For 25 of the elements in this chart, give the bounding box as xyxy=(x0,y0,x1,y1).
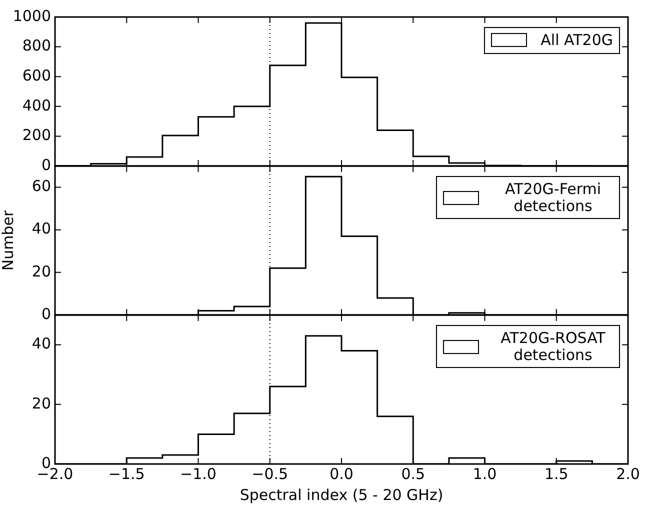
y-tick-label: 0 xyxy=(41,156,51,174)
y-tick-label: 800 xyxy=(22,36,51,55)
y-tick-label: 40 xyxy=(32,334,51,353)
y-tick-label: 0 xyxy=(41,304,51,323)
y-tick-label: 60 xyxy=(32,177,51,196)
x-tick-label: 1.5 xyxy=(544,464,568,483)
y-tick-label: 600 xyxy=(22,66,51,84)
y-tick-label: 200 xyxy=(22,126,51,144)
x-tick-label: −0.5 xyxy=(252,464,288,483)
y-tick-label: 400 xyxy=(22,96,51,114)
x-tick-label: 2.0 xyxy=(616,464,640,483)
x-tick-label: 1.0 xyxy=(472,464,497,483)
x-axis-title: Spectral index (5 - 20 GHz) xyxy=(240,486,444,504)
x-tick-label: −1.0 xyxy=(180,464,216,483)
x-tick-label: 0.0 xyxy=(330,464,354,483)
x-tick-label: 0.5 xyxy=(401,464,426,483)
y-axis-title: Number xyxy=(0,210,17,271)
x-tick-label: −1.5 xyxy=(108,464,145,483)
legend-label: AT20G-Fermi detections xyxy=(504,180,602,214)
legend-label: All AT20G xyxy=(540,31,613,49)
y-tick-label: 1000 xyxy=(12,6,51,25)
y-tick-label: 20 xyxy=(32,394,51,412)
y-tick-label: 40 xyxy=(32,220,51,238)
legend-label: AT20G-ROSAT detections xyxy=(500,329,606,364)
y-tick-label: 20 xyxy=(32,262,51,280)
